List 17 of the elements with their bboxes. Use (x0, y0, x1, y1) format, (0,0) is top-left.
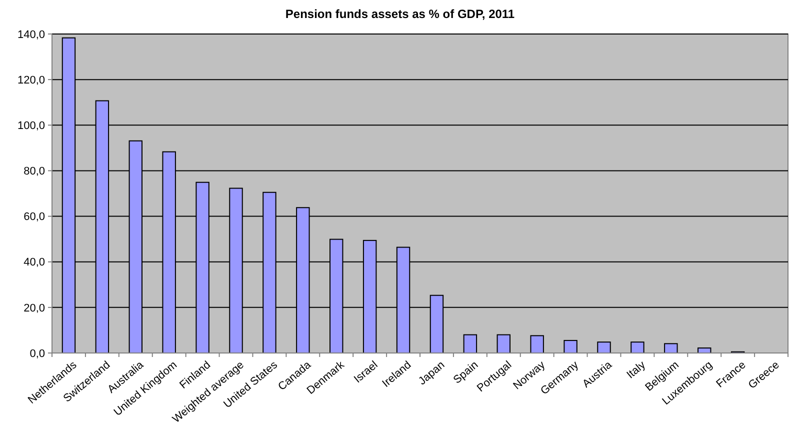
x-tick-label: Italy (624, 358, 648, 382)
y-tick-label: 80,0 (24, 166, 45, 178)
y-tick-label: 140,0 (17, 28, 45, 41)
bar (564, 340, 578, 354)
y-tick-label: 100,0 (17, 120, 45, 132)
bar (630, 342, 644, 354)
bar (496, 334, 510, 354)
chart-title: Pension funds assets as % of GDP, 2011 (285, 7, 515, 21)
y-tick-label: 20,0 (24, 302, 45, 314)
y-tick-label: 60,0 (24, 211, 45, 224)
bar (463, 334, 478, 354)
y-tick-label: 0,0 (30, 348, 45, 360)
bar (597, 342, 611, 354)
bar (664, 343, 678, 354)
bar (530, 335, 544, 354)
y-tick-label: 120,0 (17, 74, 45, 86)
y-tick-label: 40,0 (24, 256, 45, 269)
